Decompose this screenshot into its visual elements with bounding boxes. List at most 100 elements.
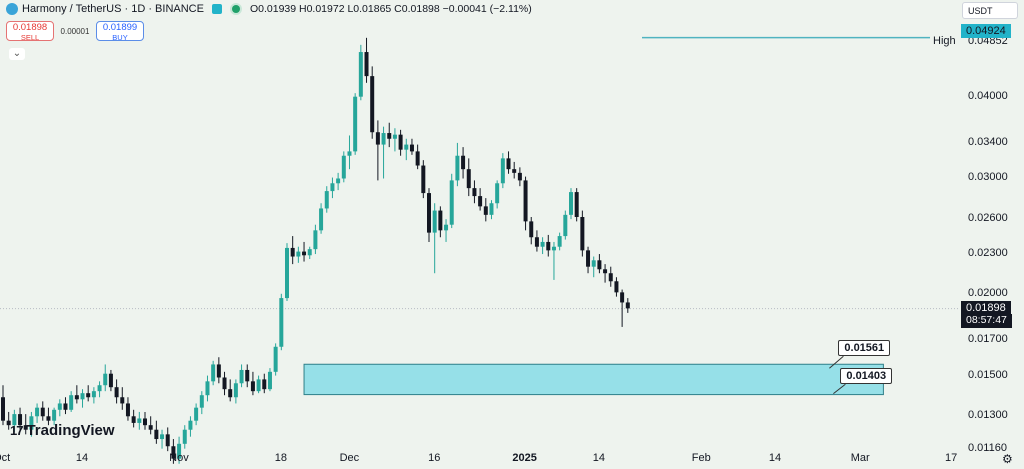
candle-body	[398, 134, 403, 150]
candle-body	[455, 155, 460, 181]
candle-body	[415, 151, 420, 166]
buy-button[interactable]: 0.01899 BUY	[96, 21, 144, 42]
time-tick-label: Dec	[339, 452, 360, 464]
candle-body	[506, 158, 511, 170]
candle-body	[188, 420, 193, 430]
candle-body	[330, 183, 335, 192]
candle-body	[409, 144, 414, 152]
candle-body	[165, 434, 170, 447]
brand-name: TradingView	[26, 422, 115, 439]
candle-body	[250, 381, 255, 392]
candle-body	[205, 381, 210, 396]
candle-body	[569, 192, 573, 215]
time-tick-label: 14	[75, 452, 89, 464]
candle-body	[120, 397, 125, 404]
time-tick-label: Nov	[169, 452, 189, 464]
candle-body	[199, 395, 204, 408]
candle-body	[597, 260, 602, 270]
candle-body	[131, 416, 136, 423]
exchange-icon	[211, 4, 222, 14]
candle-body	[461, 155, 466, 170]
candle-body	[52, 409, 57, 421]
candle-body	[262, 379, 267, 390]
candle-body	[245, 369, 250, 382]
candle-body	[285, 247, 289, 299]
price-tick-label: 0.01700	[968, 332, 1008, 345]
zone-bottom-pointer	[833, 383, 846, 394]
candle-body	[302, 251, 307, 256]
candle-body	[438, 210, 443, 231]
ohlc-readout: O0.01939 H0.01972 L0.01865 C0.01898 −0.0…	[249, 3, 532, 15]
market-open-icon	[231, 5, 240, 13]
price-tick-label: 0.01500	[968, 368, 1008, 381]
price-tick-label: 0.04852	[968, 34, 1008, 47]
candle-body	[40, 407, 45, 417]
candle-body	[347, 151, 352, 156]
price-tick-label: 0.03400	[968, 135, 1008, 148]
candle-body	[63, 403, 68, 410]
candle-body	[500, 158, 505, 184]
candle-body	[80, 393, 85, 400]
candle-body	[12, 414, 17, 426]
candle-body	[29, 416, 34, 430]
countdown-badge: 08:57:47	[961, 313, 1012, 328]
candle-body	[517, 172, 522, 181]
candle-body	[529, 221, 534, 238]
candle-body	[608, 273, 613, 282]
candle-body	[483, 206, 488, 215]
candle-body	[625, 302, 630, 309]
candle-body	[489, 203, 494, 215]
candle-body	[580, 217, 585, 251]
candle-body	[381, 133, 386, 145]
support-zone-rect	[303, 363, 884, 396]
candle-body	[194, 407, 199, 421]
time-tick-label: 16	[428, 452, 441, 464]
time-tick-label: 18	[274, 452, 287, 464]
settings-gear-icon[interactable]: ⚙	[1002, 452, 1013, 466]
candle-body	[432, 210, 437, 233]
candle-body	[137, 418, 142, 423]
annotations	[642, 36, 930, 394]
candle-body	[586, 250, 591, 267]
candle-body	[370, 76, 375, 133]
chart-header: Harmony / TetherUS · 1D · BINANCE O0.019…	[6, 3, 532, 15]
candle-body	[74, 395, 79, 400]
candle-body	[216, 364, 221, 378]
candle-body	[233, 383, 238, 398]
price-tick-label: 0.02300	[968, 247, 1008, 260]
spread-value: 0.00001	[60, 26, 90, 36]
candle-body	[523, 180, 528, 222]
candle-body	[239, 369, 244, 384]
candle-body	[603, 269, 608, 274]
candle-body	[546, 241, 551, 251]
candle-body	[421, 165, 426, 194]
time-tick-label: Oct	[0, 452, 11, 464]
chevron-down-icon[interactable]: ⌄	[9, 48, 25, 60]
symbol-title[interactable]: Harmony / TetherUS · 1D · BINANCE	[22, 3, 204, 15]
currency-select[interactable]: USDT	[962, 2, 1018, 19]
candle-body	[557, 236, 562, 247]
candle-body	[392, 134, 397, 139]
candle-body	[472, 188, 477, 197]
high-value-badge: 0.04924	[961, 23, 1011, 38]
candle-body	[620, 292, 625, 303]
support-zone	[303, 363, 884, 396]
price-tick-label: 0.01300	[968, 409, 1008, 422]
buy-price: 0.01899	[102, 22, 138, 33]
candle-body	[69, 395, 74, 410]
candle-body	[290, 247, 295, 257]
candle-body	[256, 379, 261, 392]
candle-body	[114, 387, 119, 398]
tradingview-mark-icon: 17	[10, 423, 24, 438]
time-tick-label: Feb	[691, 452, 711, 464]
candle-body	[125, 403, 130, 417]
candle-body	[228, 389, 233, 398]
sell-price: 0.01898	[12, 22, 48, 33]
sell-button[interactable]: 0.01898 SELL	[6, 21, 54, 42]
candle-body	[387, 133, 392, 139]
candle-body	[97, 385, 102, 392]
candle-body	[614, 281, 619, 293]
sell-label: SELL	[20, 33, 40, 42]
